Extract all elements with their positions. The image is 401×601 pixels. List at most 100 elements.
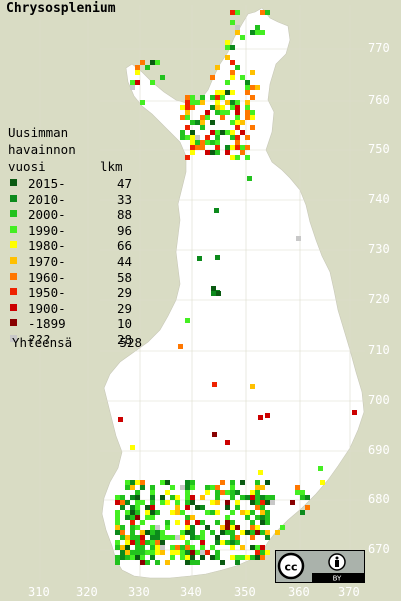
observation-square bbox=[255, 490, 260, 495]
observation-square bbox=[205, 110, 210, 115]
observation-square bbox=[230, 485, 235, 490]
observation-square bbox=[205, 485, 210, 490]
observation-square bbox=[185, 500, 190, 505]
observation-square bbox=[200, 520, 205, 525]
observation-square bbox=[185, 555, 190, 560]
observation-square bbox=[210, 555, 215, 560]
observation-square bbox=[180, 545, 185, 550]
observation-square bbox=[260, 550, 265, 555]
legend-swatch bbox=[10, 179, 17, 186]
observation-square bbox=[150, 525, 155, 530]
legend-item-label: 1900- bbox=[28, 300, 66, 316]
observation-square bbox=[235, 560, 240, 565]
observation-square bbox=[211, 291, 216, 296]
observation-square bbox=[180, 485, 185, 490]
observation-square bbox=[180, 535, 185, 540]
observation-square bbox=[240, 555, 245, 560]
observation-square bbox=[318, 466, 323, 471]
observation-square bbox=[205, 150, 210, 155]
legend-item: 1980- 66 bbox=[8, 237, 132, 253]
legend-item: 1950- 29 bbox=[8, 284, 132, 300]
observation-square bbox=[140, 485, 145, 490]
legend-item-label: 2015- bbox=[28, 176, 66, 191]
legend-swatch bbox=[10, 256, 17, 264]
observation-square bbox=[150, 80, 155, 85]
observation-square bbox=[118, 417, 123, 422]
legend-swatch bbox=[10, 241, 17, 249]
observation-square bbox=[120, 505, 125, 510]
observation-square bbox=[150, 500, 155, 505]
observation-square bbox=[215, 495, 220, 500]
observation-square bbox=[240, 530, 245, 535]
observation-square bbox=[245, 530, 250, 535]
observation-square bbox=[230, 75, 235, 80]
observation-square bbox=[130, 485, 135, 490]
observation-square bbox=[245, 155, 250, 160]
observation-square bbox=[190, 120, 195, 125]
observation-square bbox=[115, 540, 120, 545]
observation-square bbox=[258, 415, 263, 420]
observation-square bbox=[195, 505, 200, 510]
x-tick-label: 350 bbox=[234, 585, 256, 599]
observation-square bbox=[205, 490, 210, 495]
observation-square bbox=[230, 145, 235, 150]
observation-square bbox=[130, 550, 135, 555]
observation-square bbox=[150, 60, 155, 65]
observation-square bbox=[220, 530, 225, 535]
observation-square bbox=[260, 510, 265, 515]
observation-square bbox=[245, 90, 250, 95]
observation-square bbox=[245, 80, 250, 85]
observation-square bbox=[220, 560, 225, 565]
observation-square bbox=[120, 545, 125, 550]
observation-square bbox=[258, 470, 263, 475]
observation-square bbox=[150, 550, 155, 555]
observation-square bbox=[125, 535, 130, 540]
observation-square bbox=[210, 485, 215, 490]
observation-square bbox=[150, 510, 155, 515]
observation-square bbox=[235, 120, 240, 125]
observation-square bbox=[352, 410, 357, 415]
observation-square bbox=[195, 520, 200, 525]
observation-square bbox=[190, 105, 195, 110]
observation-square bbox=[165, 500, 170, 505]
observation-square bbox=[185, 110, 190, 115]
legend-header-3: vuosi bbox=[8, 159, 46, 174]
observation-square bbox=[215, 95, 220, 100]
legend-item-label: ??? bbox=[28, 331, 51, 347]
observation-square bbox=[155, 525, 160, 530]
observation-square bbox=[130, 535, 135, 540]
observation-square bbox=[225, 530, 230, 535]
observation-square bbox=[260, 545, 265, 550]
observation-square bbox=[255, 480, 260, 485]
observation-square bbox=[265, 520, 270, 525]
observation-square bbox=[200, 555, 205, 560]
observation-square bbox=[170, 535, 175, 540]
observation-square bbox=[145, 65, 150, 70]
observation-square bbox=[215, 130, 220, 135]
observation-square bbox=[230, 135, 235, 140]
observation-square bbox=[195, 550, 200, 555]
observation-square bbox=[135, 535, 140, 540]
observation-square bbox=[120, 555, 125, 560]
legend-item-label: 1970- bbox=[28, 253, 66, 269]
observation-square bbox=[160, 480, 165, 485]
observation-square bbox=[235, 155, 240, 160]
observation-square bbox=[215, 550, 220, 555]
observation-square bbox=[235, 555, 240, 560]
observation-square bbox=[265, 535, 270, 540]
observation-square bbox=[185, 540, 190, 545]
observation-square bbox=[245, 515, 250, 520]
observation-square bbox=[190, 140, 195, 145]
observation-square bbox=[190, 95, 195, 100]
cc-by-icon: cc BY bbox=[275, 550, 365, 583]
observation-square bbox=[220, 115, 225, 120]
observation-square bbox=[255, 555, 260, 560]
observation-square bbox=[245, 110, 250, 115]
observation-square bbox=[210, 95, 215, 100]
observation-square bbox=[215, 555, 220, 560]
observation-square bbox=[305, 505, 310, 510]
observation-square bbox=[235, 135, 240, 140]
observation-square bbox=[150, 545, 155, 550]
observation-square bbox=[160, 75, 165, 80]
observation-square bbox=[245, 85, 250, 90]
